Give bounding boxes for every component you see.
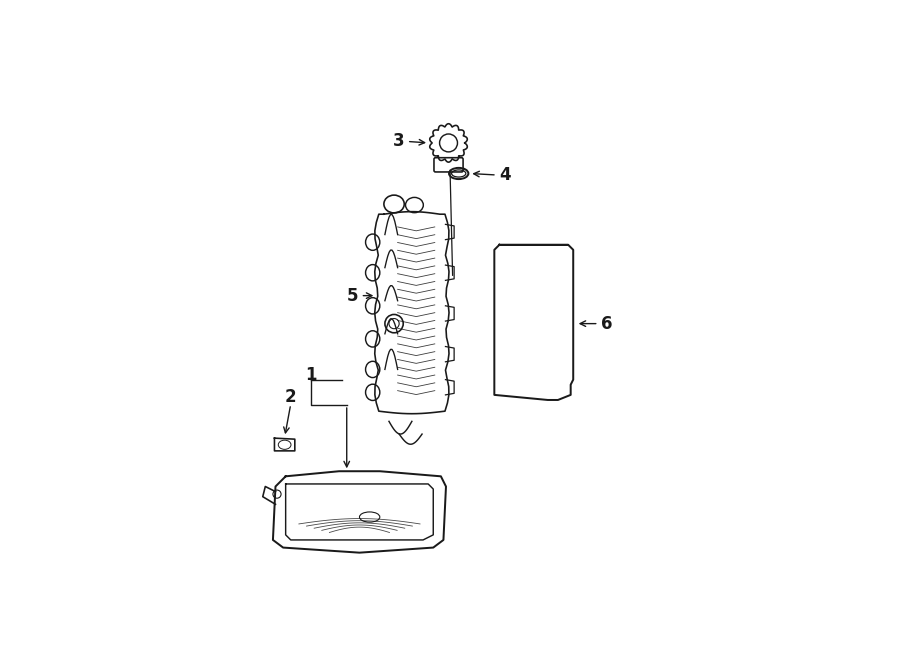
Text: 3: 3 <box>392 132 404 151</box>
Text: 6: 6 <box>601 315 613 332</box>
Text: 5: 5 <box>346 287 358 305</box>
Text: 2: 2 <box>285 389 297 407</box>
Text: 4: 4 <box>500 166 511 184</box>
Text: 1: 1 <box>305 366 317 383</box>
